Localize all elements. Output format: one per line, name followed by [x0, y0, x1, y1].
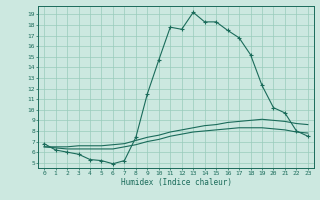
X-axis label: Humidex (Indice chaleur): Humidex (Indice chaleur): [121, 178, 231, 187]
